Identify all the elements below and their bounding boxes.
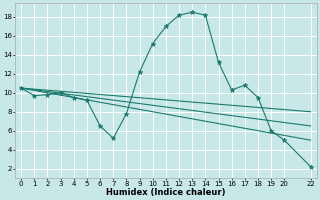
X-axis label: Humidex (Indice chaleur): Humidex (Indice chaleur) — [106, 188, 226, 197]
